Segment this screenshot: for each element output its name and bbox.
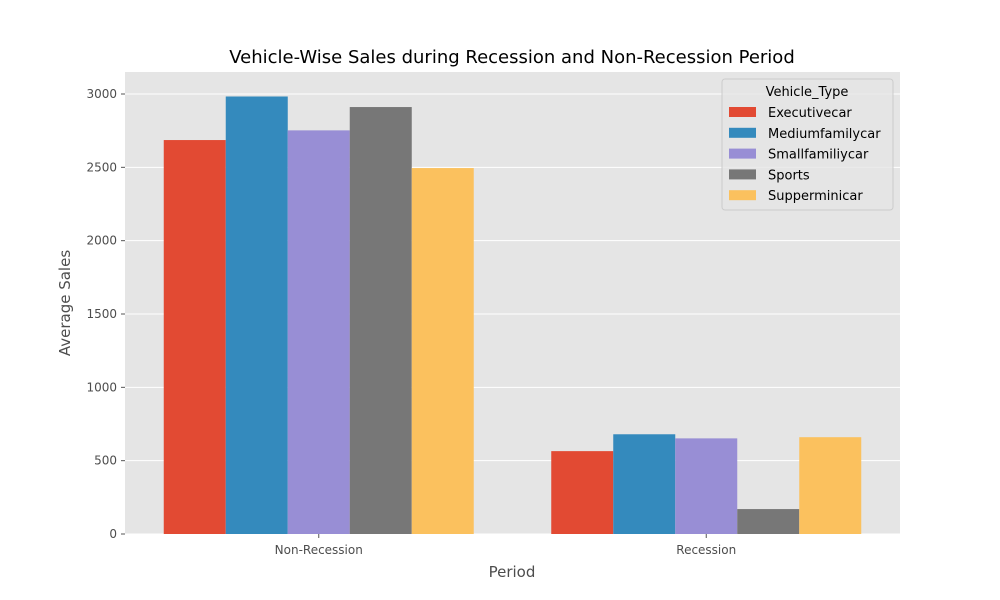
bar-sports-recession [737,509,800,534]
y-tick-label: 0 [109,527,117,541]
legend-label: Sports [768,168,810,183]
bar-executivecar-non-recession [163,140,226,534]
y-axis-label: Average Sales [56,250,74,356]
y-axis-ticks: 0 500 1000 1500 2000 2500 3000 [86,87,125,541]
bars [163,96,862,535]
legend-title: Vehicle_Type [766,85,849,100]
legend-box [721,78,894,211]
legend-label: Mediumfamilycar [768,127,881,142]
bar-mediumfamilycar-non-recession [225,96,288,534]
y-tick-label: 1000 [86,380,117,394]
legend-label: Supperminicar [768,189,863,204]
y-tick-label: 2500 [86,160,117,174]
bar-mediumfamilycar-recession [613,434,676,534]
bar-supperminicar-non-recession [411,168,474,535]
y-tick-label: 500 [94,454,117,468]
legend-swatch [729,169,756,180]
x-tick-label: Recession [676,543,736,557]
legend-label: Executivecar [768,106,852,121]
y-tick-label: 2000 [86,234,117,248]
legend-swatch [729,190,756,201]
y-tick-label: 1500 [86,307,117,321]
y-tick-label: 3000 [86,87,117,101]
bar-smallfamiliycar-non-recession [287,130,350,534]
legend-swatch [729,107,756,117]
bar-executivecar-recession [551,451,614,534]
chart-title: Vehicle-Wise Sales during Recession and … [229,47,795,68]
x-tick-label: Non-Recession [275,543,363,557]
legend-swatch [729,127,756,138]
legend-items: Executivecar Mediumfamilycar Smallfamiliyc… [729,106,881,204]
legend-label: Smallfamiliycar [768,148,869,163]
bar-smallfamiliycar-recession [675,438,738,534]
bar-sports-non-recession [349,107,412,534]
x-axis-ticks: Non-Recession Recession [275,534,736,557]
legend: Vehicle_Type Executivecar Mediumfamilycar… [721,78,894,211]
legend-swatch [729,148,756,159]
bar-supperminicar-recession [799,437,862,534]
x-axis-label: Period [489,563,536,581]
